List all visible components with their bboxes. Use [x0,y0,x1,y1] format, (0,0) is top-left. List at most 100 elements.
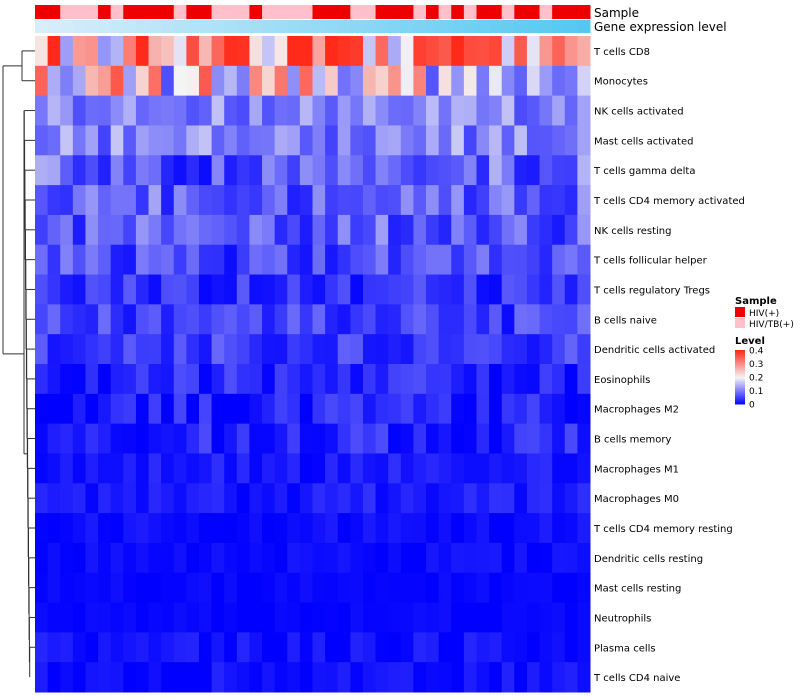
heatmap-cell [186,393,200,425]
heatmap-cell [388,125,402,156]
heatmap-cell [438,185,452,216]
heatmap-cell [451,185,465,216]
heatmap-cell [552,244,566,276]
heatmap-cell [72,214,86,246]
heatmap-cell [388,244,402,276]
heatmap-cell [501,65,515,97]
heatmap-cell [236,602,250,633]
heatmap-cell [211,483,225,514]
heatmap-cell [236,334,250,365]
sample-annotation-cell [211,5,225,19]
heatmap-cell [236,304,250,335]
heatmap-cell [400,364,414,395]
heatmap-cell [337,274,351,305]
heatmap-cell [451,632,465,663]
heatmap-cell [236,453,250,484]
heatmap-cell [98,36,112,67]
heatmap-cell [577,483,591,514]
heatmap-cell [161,185,175,216]
level-colorbar-segment [735,366,745,369]
heatmap-cell [35,65,49,97]
heatmap-cell [110,483,124,514]
heatmap-cell [463,393,477,425]
heatmap-cell [564,214,578,246]
heatmap-cell [501,185,515,216]
heatmap-cell [274,423,288,454]
heatmap-cell [312,274,326,305]
expression-annotation-cell [98,20,112,33]
heatmap-cell [375,155,389,186]
heatmap-cell [514,95,528,126]
heatmap-cell [438,304,452,335]
heatmap-cell [463,632,477,663]
heatmap-cell [287,602,301,633]
heatmap-cell [564,483,578,514]
heatmap-cell [350,364,364,395]
heatmap-cell [463,334,477,365]
heatmap-cell [123,185,137,216]
heatmap-cell [60,304,74,335]
heatmap-cell [110,393,124,425]
heatmap-cell [375,334,389,365]
heatmap-cell [224,95,238,126]
heatmap-cell [539,95,553,126]
heatmap-cell [236,542,250,574]
heatmap-cell [337,125,351,156]
heatmap-cell [413,244,427,276]
sample-annotation-cell [236,5,250,19]
heatmap-cell [47,602,61,633]
heatmap-cell [72,423,86,454]
heatmap-cell [438,125,452,156]
heatmap-cell [186,662,200,693]
heatmap-cell [438,423,452,454]
heatmap-cell [350,572,364,604]
heatmap-cell [564,632,578,663]
heatmap-cell [249,155,263,186]
heatmap-cell [60,214,74,246]
heatmap-cell [123,334,137,365]
heatmap-cell [362,185,377,216]
level-colorbar-segment [735,375,745,378]
heatmap-cell [211,542,225,574]
heatmap-cell [476,453,490,484]
level-colorbar-segment [735,377,745,379]
sample-annotation-cell [274,5,288,19]
heatmap-cell [98,334,112,365]
heatmap-cell [514,453,528,484]
heatmap-cell [98,542,112,574]
heatmap-cell [325,602,339,633]
heatmap-cell [325,393,339,425]
heatmap-cell [577,453,591,484]
heatmap-cell [400,483,414,514]
heatmap-cell [135,125,150,156]
heatmap-cell [198,602,213,633]
level-colorbar-segment [735,395,745,398]
heatmap-cell [463,36,477,67]
heatmap-cell [262,65,276,97]
heatmap-cell [413,125,427,156]
heatmap-cell [325,334,339,365]
heatmap-cell [186,155,200,186]
heatmap-cell [47,662,61,693]
heatmap-cell [148,572,162,604]
level-colorbar-segment [735,390,745,393]
heatmap-cell [438,393,452,425]
heatmap-cell [173,602,187,633]
heatmap-cell [438,542,452,574]
heatmap-cell [72,453,86,484]
heatmap-cell [287,304,301,335]
sample-annotation-cell [388,5,402,19]
legend-group-label: HIV/TB(+) [749,320,794,330]
heatmap-cell [161,572,175,604]
heatmap-cell [514,423,528,454]
sample-annotation-cell [85,5,99,19]
heatmap-cell [552,572,566,604]
heatmap-cell [236,572,250,604]
heatmap-cell [60,483,74,514]
heatmap-cell [375,214,389,246]
heatmap-cell [148,334,162,365]
heatmap-cell [211,95,225,126]
heatmap-cell [451,662,465,693]
heatmap-cell [198,423,213,454]
